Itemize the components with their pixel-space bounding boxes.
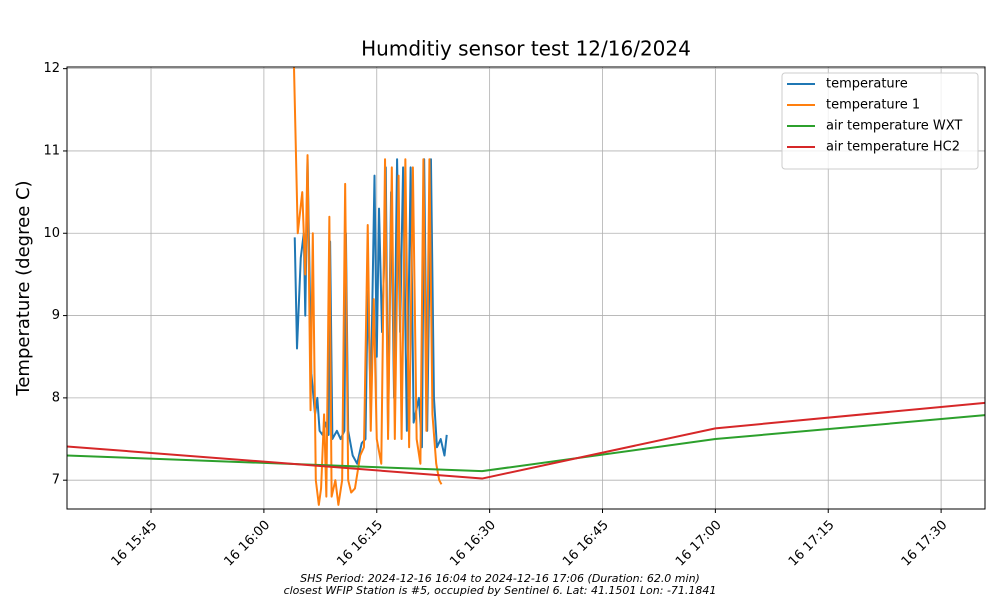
- y-tick-label: 8: [52, 390, 60, 405]
- legend-box: [781, 72, 979, 170]
- x-tick-label: 16 16:00: [221, 518, 273, 570]
- series-line: [67, 414, 985, 473]
- y-tick-label: 12: [43, 61, 60, 76]
- legend-label: air temperature HC2: [826, 140, 960, 155]
- series-line: [67, 401, 985, 480]
- y-tick-label: 11: [43, 143, 60, 158]
- x-tick-label: 16 16:45: [560, 518, 612, 570]
- footnote: closest WFIP Station is #5, occupied by …: [284, 584, 717, 597]
- y-tick-label: 7: [52, 473, 60, 488]
- plot-frame: [66, 66, 986, 510]
- legend-label: air temperature WXT: [826, 119, 962, 134]
- y-tick-label: 9: [52, 308, 60, 323]
- y-tick-label: 10: [43, 226, 60, 241]
- plot-area: [67, 67, 985, 506]
- x-tick-label: 16 16:30: [447, 518, 499, 570]
- x-tick-label: 16 17:15: [786, 518, 838, 570]
- legend-label: temperature 1: [826, 98, 920, 113]
- x-tick-label: 16 15:45: [109, 518, 161, 570]
- x-tick-label: 16 17:00: [673, 518, 725, 570]
- footnote: SHS Period: 2024-12-16 16:04 to 2024-12-…: [300, 572, 700, 585]
- x-tick-label: 16 17:30: [899, 518, 951, 570]
- x-tick-label: 16 16:15: [334, 518, 386, 570]
- series-line: [292, 67, 443, 506]
- y-axis-label: Temperature (degree C): [13, 180, 34, 396]
- legend-label: temperature: [826, 77, 908, 92]
- chart-title: Humditiy sensor test 12/16/2024: [361, 37, 691, 61]
